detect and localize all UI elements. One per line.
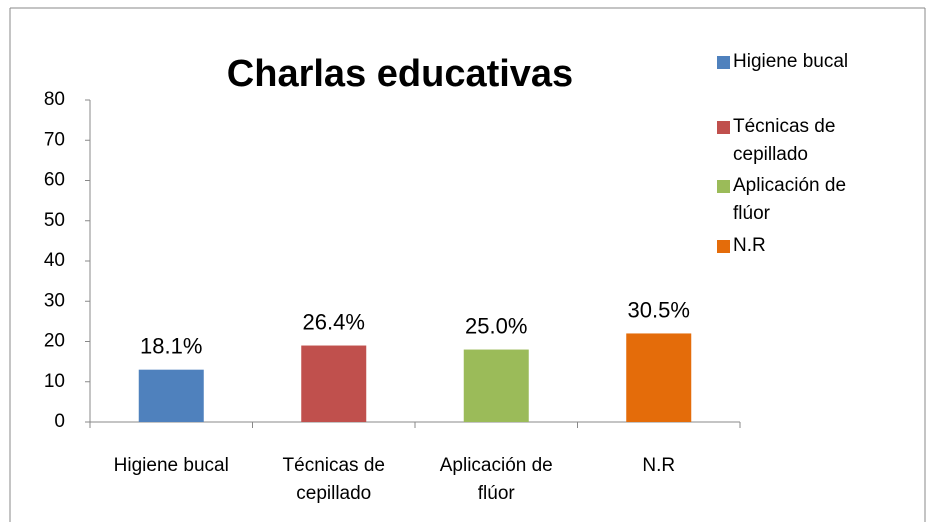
data-label: 30.5% <box>628 297 690 322</box>
y-tick-label: 10 <box>44 371 65 392</box>
data-label: 18.1% <box>140 333 202 358</box>
x-tick-label: Higiene bucal <box>113 455 229 476</box>
y-tick-label: 70 <box>44 129 65 150</box>
x-tick-label: N.R <box>642 455 676 476</box>
legend-label: Aplicación de flúor <box>733 175 847 224</box>
legend-label: N.R <box>733 235 766 256</box>
data-label: 26.4% <box>303 309 365 334</box>
bar <box>626 333 692 422</box>
y-tick-label: 80 <box>44 89 65 110</box>
y-tick-label: 30 <box>44 290 65 311</box>
x-tick-label: Técnicas de cepillado <box>282 455 385 504</box>
data-label: 25.0% <box>465 313 527 338</box>
legend-swatch <box>717 240 730 253</box>
bar <box>463 349 529 422</box>
chart-title: Charlas educativas <box>227 53 573 95</box>
bar <box>301 345 367 422</box>
legend-swatch <box>717 121 730 134</box>
legend-label: Técnicas de cepillado <box>733 116 836 165</box>
legend-swatch <box>717 56 730 69</box>
y-tick-label: 50 <box>44 210 65 231</box>
bar <box>138 369 204 422</box>
y-tick-label: 60 <box>44 170 65 191</box>
y-tick-label: 20 <box>44 331 65 352</box>
x-tick-label: Aplicación de flúor <box>439 455 553 504</box>
y-tick-label: 40 <box>44 250 65 271</box>
y-tick-label: 0 <box>54 411 65 432</box>
legend-swatch <box>717 180 730 193</box>
legend-label: Higiene bucal <box>733 51 849 72</box>
